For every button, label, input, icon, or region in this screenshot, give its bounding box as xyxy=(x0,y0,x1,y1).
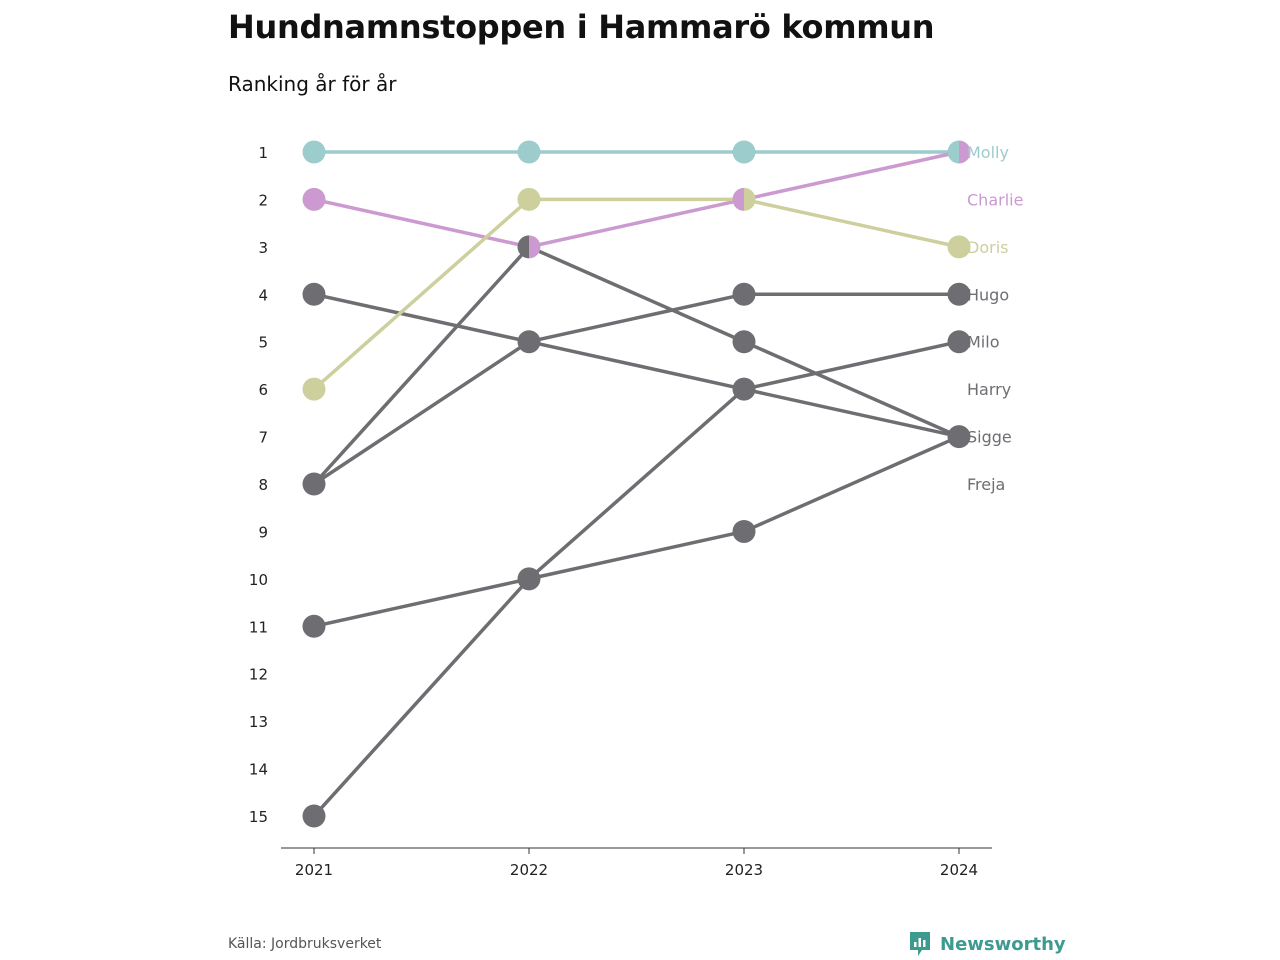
point-harry xyxy=(732,377,756,401)
point-charlie xyxy=(302,187,326,211)
point-sigge xyxy=(732,330,756,354)
end-label-freja: Freja xyxy=(967,475,1005,494)
series-line-sigge xyxy=(312,245,960,486)
x-tick-label: 2022 xyxy=(510,861,548,879)
end-label-doris: Doris xyxy=(967,238,1008,257)
point-freja xyxy=(302,614,326,638)
y-tick-label: 13 xyxy=(249,713,268,731)
point-freja xyxy=(517,567,541,591)
end-label-harry: Harry xyxy=(967,380,1011,399)
point-harry xyxy=(517,330,541,354)
end-label-milo: Milo xyxy=(967,333,999,352)
x-tick-label: 2023 xyxy=(725,861,763,879)
point-molly xyxy=(947,140,959,164)
point-sigge xyxy=(517,235,529,259)
chart-title: Hundnamnstoppen i Hammarö kommun xyxy=(228,8,935,46)
y-tick-label: 5 xyxy=(258,334,268,352)
point-harry xyxy=(302,282,326,306)
point-freja xyxy=(947,425,971,449)
end-label-sigge: Sigge xyxy=(967,428,1012,447)
point-milo xyxy=(947,330,971,354)
end-label-molly: Molly xyxy=(967,143,1009,162)
point-doris xyxy=(947,235,971,259)
series-points xyxy=(302,140,971,828)
y-tick-label: 4 xyxy=(258,286,268,304)
series-line-harry xyxy=(313,292,960,439)
y-tick-label: 10 xyxy=(249,571,268,589)
point-molly xyxy=(302,140,326,164)
point-hugo xyxy=(732,282,756,306)
series-lines xyxy=(312,150,960,818)
brand-name: Newsworthy xyxy=(940,933,1066,955)
x-tick-label: 2024 xyxy=(940,861,978,879)
series-line-hugo xyxy=(313,292,959,486)
y-tick-label: 1 xyxy=(258,144,268,162)
y-tick-label: 9 xyxy=(258,523,268,541)
point-charlie xyxy=(959,140,971,164)
y-tick-label: 7 xyxy=(258,429,268,447)
end-label-hugo: Hugo xyxy=(967,285,1009,304)
y-tick-label: 15 xyxy=(249,808,268,826)
point-molly xyxy=(732,140,756,164)
chart-subtitle: Ranking år för år xyxy=(228,72,397,96)
y-tick-label: 12 xyxy=(249,666,268,684)
point-doris xyxy=(517,187,541,211)
series-line-freja xyxy=(313,434,960,629)
end-label-charlie: Charlie xyxy=(967,190,1023,209)
point-molly xyxy=(517,140,541,164)
series-line-doris xyxy=(312,197,960,391)
point-doris xyxy=(302,377,326,401)
y-tick-label: 8 xyxy=(258,476,268,494)
series-line-milo xyxy=(312,340,960,818)
x-axis: 2021 2022 2023 2024 xyxy=(281,847,992,879)
point-charlie xyxy=(732,187,744,211)
source-note: Källa: Jordbruksverket xyxy=(228,936,382,952)
x-tick-label: 2021 xyxy=(295,861,333,879)
point-freja xyxy=(732,519,756,543)
newsworthy-logo-icon xyxy=(910,932,930,956)
point-charlie xyxy=(529,235,541,259)
point-hugo xyxy=(947,282,971,306)
y-tick-label: 11 xyxy=(249,618,268,636)
y-tick-label: 3 xyxy=(258,239,268,257)
y-tick-label: 2 xyxy=(258,191,268,209)
point-milo xyxy=(302,804,326,828)
brand: Newsworthy xyxy=(908,930,1066,958)
series-line-charlie xyxy=(313,150,960,249)
point-sigge xyxy=(302,472,326,496)
y-tick-label: 6 xyxy=(258,381,268,399)
end-labels: Molly Charlie Doris Hugo Milo Harry Sigge Freja xyxy=(967,143,1023,494)
point-doris xyxy=(744,187,756,211)
y-tick-label: 14 xyxy=(249,761,268,779)
